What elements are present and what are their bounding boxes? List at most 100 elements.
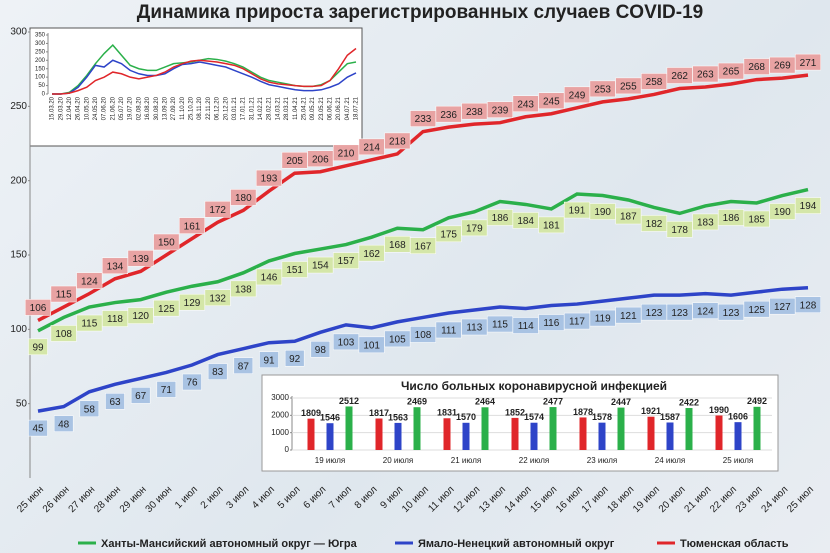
data-label: 115 (81, 319, 97, 330)
data-label: 238 (466, 107, 483, 118)
x-tick-label: 20 июл (657, 484, 688, 515)
bar (462, 422, 470, 450)
data-label: 181 (543, 221, 560, 232)
data-label: 206 (312, 154, 329, 165)
data-label-box (461, 219, 488, 237)
data-label: 48 (58, 419, 70, 430)
data-label: 124 (81, 276, 98, 287)
data-label-box (204, 289, 231, 307)
x-tick-label: 09.05.21 (310, 96, 316, 120)
x-tick-label: 23 июля (587, 456, 617, 465)
x-tick-label: 21.06.20 (110, 96, 116, 120)
data-label: 115 (492, 320, 508, 331)
data-label: 123 (723, 308, 740, 319)
y-tick-label: 200 (10, 175, 27, 186)
data-label: 108 (415, 330, 432, 341)
x-tick-label: 22 июл (708, 484, 739, 515)
data-label: 76 (186, 378, 198, 389)
data-label: 168 (389, 240, 406, 251)
x-tick-label: 28.03.21 (284, 96, 290, 120)
data-label: 138 (235, 284, 252, 295)
data-label-box (50, 325, 77, 342)
data-label: 178 (671, 225, 688, 236)
bar (481, 407, 489, 450)
data-label: 103 (338, 338, 355, 349)
x-tick-label: 28 июн (92, 484, 123, 515)
x-tick-label: 11.10.20 (180, 96, 186, 120)
x-tick-label: 23.05.21 (319, 96, 325, 120)
data-label: 1587 (660, 412, 680, 422)
bar (666, 422, 674, 450)
data-label-box (233, 357, 254, 374)
y-tick-label: 50 (38, 83, 45, 89)
x-tick-label: 19 июля (315, 456, 345, 465)
data-label: 1606 (728, 412, 748, 422)
x-tick-label: 3 июл (224, 484, 251, 511)
y-tick-label: 300 (10, 27, 27, 38)
data-label: 243 (517, 99, 534, 110)
bar (345, 406, 353, 450)
y-tick-label: 2000 (271, 410, 289, 419)
data-label-box (795, 53, 821, 71)
y-tick-label: 150 (10, 250, 27, 261)
data-label: 187 (620, 212, 637, 223)
x-tick-label: 11 июл (426, 484, 456, 514)
data-label-box (53, 415, 74, 432)
data-label: 67 (135, 391, 147, 402)
series-line (52, 47, 357, 95)
y-tick-label: 250 (10, 101, 27, 112)
data-label: 116 (543, 318, 559, 329)
data-label: 167 (415, 241, 432, 252)
data-label: 180 (235, 193, 252, 204)
data-label: 172 (209, 205, 226, 216)
x-tick-label: 17 июл (580, 484, 611, 515)
x-tick-label: 16 июл (554, 484, 585, 515)
data-label: 129 (184, 298, 201, 309)
x-tick-label: 4 июл (250, 484, 277, 511)
data-label: 121 (620, 311, 637, 322)
data-label: 117 (569, 317, 585, 328)
x-tick-label: 19 июл (631, 484, 662, 515)
data-label: 239 (492, 105, 509, 116)
data-label: 190 (594, 207, 611, 218)
y-tick-label: 350 (35, 33, 46, 39)
x-tick-label: 08.11.20 (197, 96, 203, 120)
data-label: 63 (109, 397, 121, 408)
data-label-box (130, 387, 151, 404)
y-tick-label: 100 (10, 324, 27, 335)
bar (647, 416, 655, 450)
x-tick-label: 31.01.21 (249, 96, 255, 120)
data-label-box (156, 381, 177, 398)
x-tick-label: 25 июля (723, 456, 753, 465)
data-label-box (182, 373, 202, 391)
data-label-box (127, 250, 154, 267)
y-tick-label: 250 (35, 49, 46, 55)
data-label: 92 (289, 354, 301, 365)
x-tick-label: 25.04.21 (301, 96, 307, 120)
data-label: 132 (209, 293, 226, 304)
x-tick-label: 28.02.21 (267, 96, 273, 120)
x-tick-label: 20.06.21 (336, 96, 342, 120)
data-label-box (50, 285, 77, 303)
y-tick-label: 0 (285, 445, 290, 454)
x-tick-label: 25 июн (15, 484, 46, 515)
data-label-box (28, 419, 48, 437)
data-label: 124 (697, 306, 714, 317)
data-label-box (795, 296, 821, 313)
data-label: 1921 (641, 406, 661, 416)
x-tick-label: 12 июл (451, 484, 482, 515)
chart-title: Динамика прироста зарегистрированных слу… (137, 2, 703, 23)
data-label: 162 (363, 249, 380, 260)
data-label-box (795, 197, 821, 214)
data-label: 2422 (679, 397, 699, 407)
data-label-box (230, 189, 257, 206)
data-label-box (384, 132, 411, 150)
data-label: 1817 (369, 408, 389, 418)
data-label: 150 (158, 238, 175, 249)
data-label-box (25, 299, 51, 316)
bar (685, 408, 693, 450)
x-tick-label: 5 июл (276, 484, 303, 511)
data-label-box (256, 169, 282, 187)
data-label-box (358, 244, 385, 262)
data-label: 1852 (505, 407, 525, 417)
